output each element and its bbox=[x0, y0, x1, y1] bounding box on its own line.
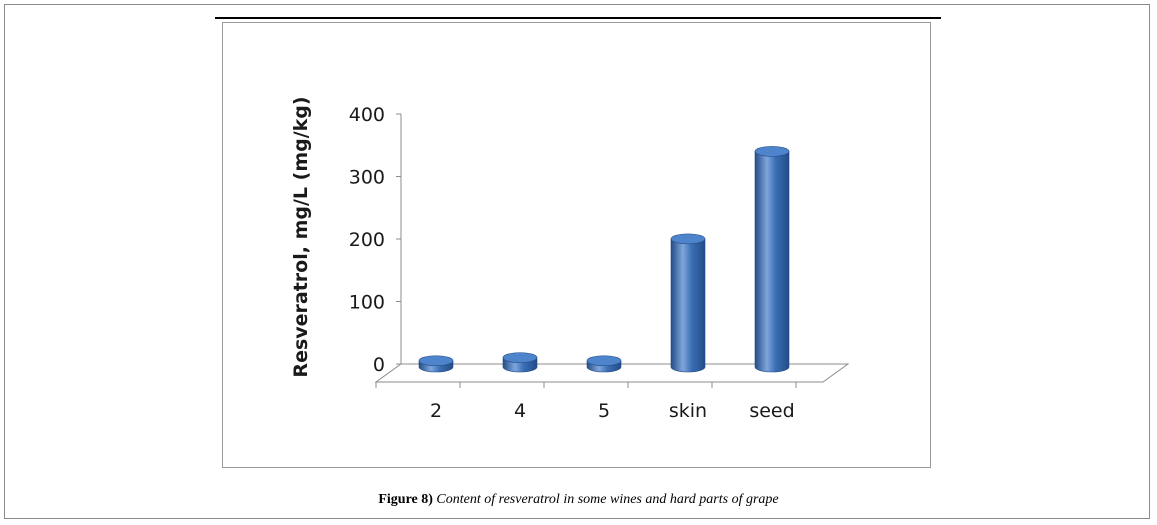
figure-caption: Figure 8) Content of resveratrol in some… bbox=[0, 492, 1157, 508]
y-tick-label: 300 bbox=[349, 167, 385, 189]
bar-chart: Resveratrol, mg/L (mg/kg) 0 100 200 300 400 2… bbox=[290, 96, 850, 422]
y-tick-label: 0 bbox=[373, 354, 385, 376]
bar-top bbox=[418, 355, 454, 367]
plot-area: 0 100 200 300 400 2 4 5 skin seed bbox=[349, 104, 850, 422]
bar bbox=[670, 238, 706, 373]
figure-caption-text: Content of resveratrol in some wines and… bbox=[432, 492, 779, 507]
chart-area: Resveratrol, mg/L (mg/kg) 0 100 200 300 400 2… bbox=[222, 22, 931, 468]
y-tick-label: 100 bbox=[349, 292, 385, 314]
y-axis-title-group: Resveratrol, mg/L (mg/kg) bbox=[290, 96, 312, 377]
bar-top bbox=[502, 352, 538, 363]
y-tick-label: 400 bbox=[349, 104, 385, 126]
x-tick-label: 2 bbox=[430, 400, 442, 422]
x-tick-label: seed bbox=[749, 400, 794, 422]
figure-label: Figure 8) bbox=[378, 492, 433, 507]
x-tick-label: 5 bbox=[598, 400, 610, 422]
top-rule bbox=[215, 17, 941, 19]
bar-top bbox=[586, 355, 622, 367]
y-tick-label: 200 bbox=[349, 229, 385, 251]
bar-top bbox=[670, 233, 706, 245]
outer-frame bbox=[4, 4, 1150, 519]
bar-top bbox=[754, 146, 790, 157]
x-tick-label: skin bbox=[669, 400, 707, 422]
y-axis-title: Resveratrol, mg/L (mg/kg) bbox=[290, 96, 312, 377]
x-tick-label: 4 bbox=[514, 400, 526, 422]
bar bbox=[754, 151, 790, 373]
